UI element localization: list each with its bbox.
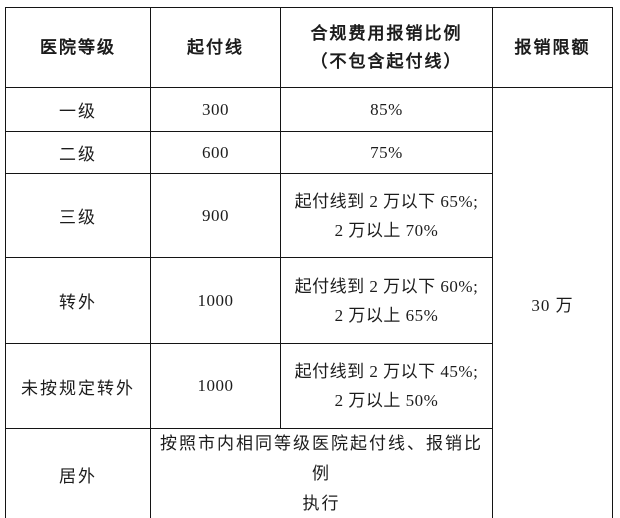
deductible-cell: 600 bbox=[150, 131, 281, 174]
note-cell: 按照市内相同等级医院起付线、报销比例 执行 bbox=[150, 428, 493, 518]
header-hospital-level: 医院等级 bbox=[5, 7, 151, 88]
note-line1: 按照市内相同等级医院起付线、报销比例 bbox=[160, 434, 483, 483]
ratio-line2: 2 万以上 70% bbox=[334, 220, 439, 240]
header-limit: 报销限额 bbox=[492, 7, 613, 88]
ratio-line1: 起付线到 2 万以下 65%; bbox=[294, 191, 479, 211]
deductible-cell: 1000 bbox=[150, 257, 281, 344]
header-ratio-line2: （不包含起付线） bbox=[310, 51, 463, 71]
level-cell: 二级 bbox=[5, 131, 151, 174]
header-row: 医院等级 起付线 合规费用报销比例 （不包含起付线） 报销限额 bbox=[5, 7, 613, 88]
limit-value-cell: 30 万 bbox=[492, 87, 613, 518]
level-cell: 三级 bbox=[5, 173, 151, 258]
deductible-cell: 300 bbox=[150, 87, 281, 132]
table-row-level1: 一级 300 85% 30 万 bbox=[5, 87, 613, 518]
level-cell: 转外 bbox=[5, 257, 151, 344]
header-ratio: 合规费用报销比例 （不包含起付线） bbox=[280, 7, 493, 88]
table-row-referral: 转外 1000 起付线到 2 万以下 60%; 2 万以上 65% bbox=[5, 257, 613, 344]
level-cell: 未按规定转外 bbox=[5, 343, 151, 429]
table-row-unauthorized-referral: 未按规定转外 1000 起付线到 2 万以下 45%; 2 万以上 50% bbox=[5, 343, 613, 429]
ratio-cell: 起付线到 2 万以下 60%; 2 万以上 65% bbox=[280, 257, 493, 344]
ratio-line2: 2 万以上 50% bbox=[334, 391, 439, 410]
deductible-cell: 900 bbox=[150, 173, 281, 258]
ratio-line2: 2 万以上 65% bbox=[334, 305, 439, 325]
ratio-cell: 75% bbox=[280, 131, 493, 174]
table-row-outside-residence: 居外 按照市内相同等级医院起付线、报销比例 执行 bbox=[5, 428, 613, 518]
deductible-cell: 1000 bbox=[150, 343, 281, 429]
ratio-cell: 起付线到 2 万以下 45%; 2 万以上 50% bbox=[280, 343, 493, 429]
reimbursement-table: 医院等级 起付线 合规费用报销比例 （不包含起付线） 报销限额 一级 300 8… bbox=[5, 7, 613, 518]
note-line2: 执行 bbox=[302, 494, 341, 513]
header-deductible: 起付线 bbox=[150, 7, 281, 88]
level-cell: 一级 bbox=[5, 87, 151, 132]
table-row-level2: 二级 600 75% bbox=[5, 131, 613, 174]
ratio-cell: 85% bbox=[280, 87, 493, 132]
ratio-cell: 起付线到 2 万以下 65%; 2 万以上 70% bbox=[280, 173, 493, 258]
ratio-line1: 起付线到 2 万以下 60%; bbox=[294, 276, 479, 296]
ratio-line1: 起付线到 2 万以下 45%; bbox=[294, 362, 479, 381]
table-row-level3: 三级 900 起付线到 2 万以下 65%; 2 万以上 70% bbox=[5, 173, 613, 258]
header-ratio-line1: 合规费用报销比例 bbox=[310, 23, 463, 43]
level-cell: 居外 bbox=[5, 428, 151, 518]
